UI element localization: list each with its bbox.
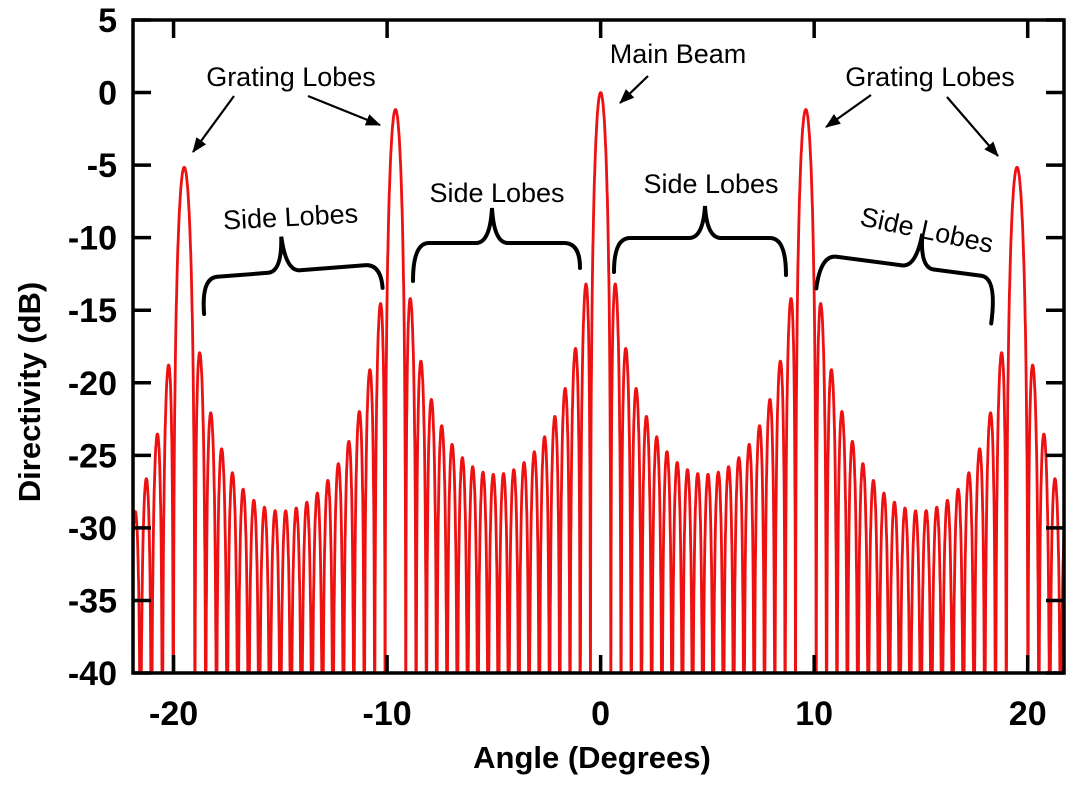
- x-tick-label: 10: [795, 695, 833, 733]
- side-lobes-brace-2: [411, 207, 582, 283]
- y-tick-label: -30: [68, 510, 117, 548]
- x-tick-label: -20: [149, 695, 198, 733]
- side-lobe-braces: [201, 205, 995, 326]
- side-lobes-label-2: Side Lobes: [429, 178, 564, 208]
- y-tick-label: -40: [68, 655, 117, 693]
- y-tick-label: -10: [68, 220, 117, 258]
- arrow-grating-lobe-inner-right: [825, 94, 872, 128]
- grating-lobes-label-left: Grating Lobes: [206, 62, 376, 92]
- y-tick-label: -5: [87, 147, 117, 185]
- annotation-arrows: [192, 75, 999, 157]
- annotations: Grating Lobes Main Beam Grating Lobes Si…: [192, 39, 1015, 326]
- y-tick-label: -35: [68, 582, 117, 620]
- side-lobes-label-3: Side Lobes: [643, 169, 778, 199]
- grating-lobes-label-right: Grating Lobes: [845, 62, 1015, 92]
- x-tick-label: -10: [363, 695, 412, 733]
- arrow-grating-lobe-far-left: [192, 95, 235, 153]
- side-lobes-brace-1: [201, 236, 385, 316]
- axis-tick-labels: -20 -10 0 10 20 5 0 -5 -10 -15 -20 -25 -30 -35 -40: [68, 2, 1047, 733]
- side-lobes-brace-3: [612, 205, 788, 277]
- side-lobes-brace-4: [814, 233, 995, 326]
- plot-frame: [131, 18, 1066, 675]
- plot-border: [131, 18, 1066, 675]
- x-axis-title: Angle (Degrees): [473, 740, 711, 775]
- arrow-grating-lobe-inner-left: [307, 94, 381, 127]
- directivity-line: [133, 91, 1064, 673]
- y-tick-label: 5: [98, 2, 117, 40]
- y-tick-label: -20: [68, 365, 117, 403]
- y-tick-label: 0: [98, 75, 117, 113]
- y-tick-label: -25: [68, 437, 117, 475]
- main-beam-label: Main Beam: [610, 39, 747, 69]
- y-axis-title: Directivity (dB): [12, 282, 47, 502]
- arrow-main-beam: [619, 75, 649, 104]
- directivity-curve: [133, 91, 1064, 673]
- x-tick-label: 0: [591, 695, 610, 733]
- y-tick-label: -15: [68, 292, 117, 330]
- arrow-grating-lobe-far-right: [946, 96, 999, 157]
- x-tick-label: 20: [1009, 695, 1047, 733]
- axis-ticks: [133, 18, 1064, 675]
- side-lobes-label-4: Side Lobes: [858, 201, 996, 258]
- side-lobes-label-1: Side Lobes: [222, 198, 358, 235]
